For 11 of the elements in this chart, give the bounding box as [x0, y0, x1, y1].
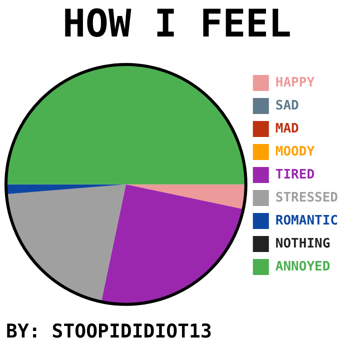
legend-label: SAD — [275, 98, 300, 114]
legend-label: ANNOYED — [275, 259, 330, 274]
legend-label: ROMANTIC — [275, 213, 338, 228]
chart-title: HOW I FEEL — [62, 2, 292, 46]
legend-label: HAPPY — [275, 75, 315, 90]
legend-label: NOTHING — [275, 236, 330, 252]
text: BY: STOOPIDIDIOT13 — [6, 320, 212, 343]
legend-label: TIRED — [275, 167, 315, 182]
legend-label: MAD — [275, 121, 300, 136]
legend-label: MOODY — [275, 144, 315, 160]
legend-label: STRESSED — [275, 190, 338, 206]
